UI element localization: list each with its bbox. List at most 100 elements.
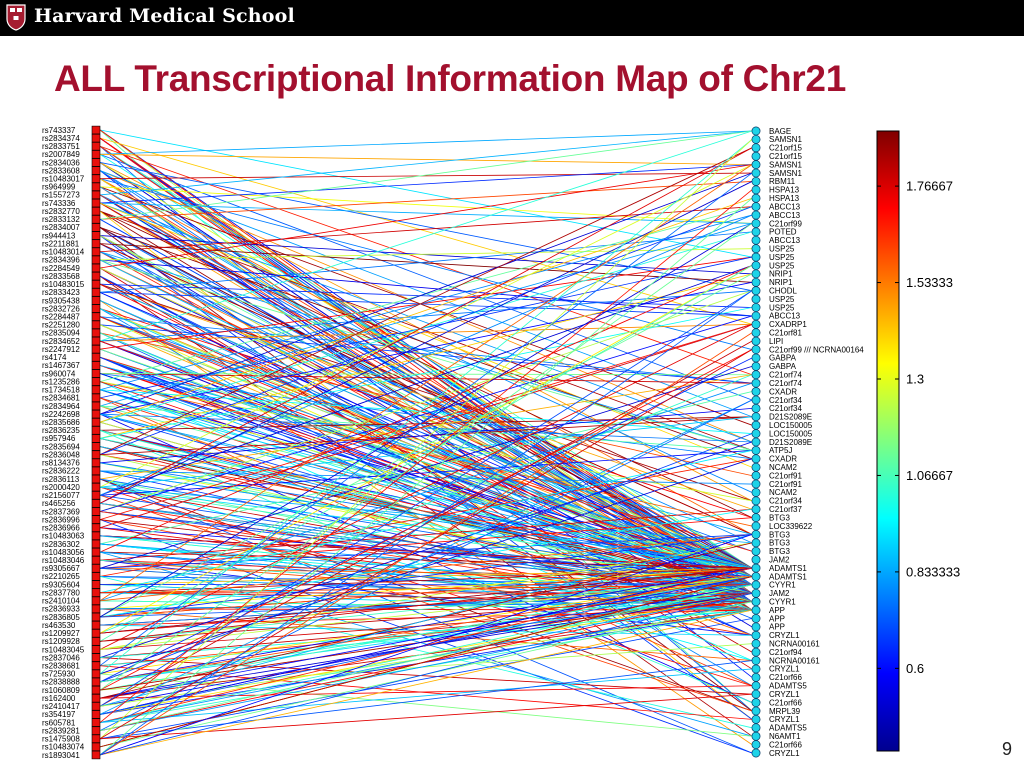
snp-label: rs2835694 (42, 442, 80, 451)
link-line (99, 172, 753, 667)
snp-label: rs9305604 (42, 580, 80, 589)
snp-marker (91, 271, 101, 281)
snp-label: rs2836048 (42, 450, 80, 459)
snp-marker (91, 174, 101, 183)
gene-marker (751, 303, 761, 312)
snp-label: rs1209927 (42, 629, 80, 638)
gene-label: C21orf66 (769, 740, 802, 749)
snp-label: rs10483063 (42, 532, 85, 541)
link-line (99, 601, 753, 732)
gene-label: ADAMTS5 (769, 724, 807, 733)
snp-label: rs9305438 (42, 296, 80, 305)
snp-label: rs2833608 (42, 166, 80, 175)
snp-label: rs957946 (42, 434, 76, 443)
link-line (99, 389, 753, 435)
snp-marker (91, 653, 101, 662)
link-line (99, 265, 753, 553)
link-line (99, 413, 753, 703)
gene-label-list: BAGESAMSN1C21orf15C21orf15SAMSN1SAMSN1RB… (769, 127, 864, 758)
link-line (99, 202, 753, 224)
gene-marker (751, 185, 761, 195)
snp-marker (91, 215, 101, 224)
snp-marker (91, 685, 101, 695)
snp-marker (91, 288, 101, 297)
gene-label: ADAMTS1 (769, 564, 807, 573)
snp-marker (91, 507, 101, 516)
link-line (99, 458, 753, 675)
snp-label: rs2836805 (42, 613, 80, 622)
snp-label: rs2833568 (42, 272, 80, 281)
gene-marker (751, 521, 761, 531)
snp-marker (91, 304, 101, 313)
snp-marker (91, 247, 101, 256)
link-line (99, 567, 753, 715)
gene-marker (751, 496, 761, 506)
snp-label: rs354197 (42, 710, 76, 719)
gene-marker (751, 672, 761, 682)
snp-marker (91, 426, 101, 435)
snp-label: rs1734518 (42, 386, 80, 395)
snp-label: rs2007849 (42, 150, 80, 159)
gene-label: BTG3 (769, 547, 790, 556)
link-line (99, 508, 753, 618)
snp-label: rs10483074 (42, 743, 85, 752)
link-line (99, 223, 753, 691)
gene-marker (751, 740, 761, 750)
gene-marker (751, 151, 761, 161)
gene-marker (751, 168, 761, 178)
snp-marker (91, 604, 101, 614)
gene-label: D21S2089E (769, 413, 812, 422)
gene-label: JAM2 (769, 589, 790, 598)
link-line (99, 340, 753, 577)
snp-label: rs2832770 (42, 207, 80, 216)
gene-marker (751, 622, 761, 632)
link-line (99, 243, 753, 283)
link-line (99, 413, 753, 569)
link-line (99, 486, 753, 569)
snp-marker (91, 296, 101, 305)
link-line (99, 223, 753, 407)
link-line (99, 584, 753, 723)
snp-marker (91, 523, 101, 532)
gene-label: POTED (769, 228, 797, 237)
gene-marker (751, 639, 761, 649)
snp-marker (91, 612, 101, 622)
gene-label: NCRNA00161 (769, 640, 820, 649)
snp-label: rs2156077 (42, 491, 80, 500)
gene-label: NCAM2 (769, 488, 798, 497)
link-line (99, 172, 753, 415)
snp-label: rs2834652 (42, 337, 80, 346)
gene-label: ADAMTS5 (769, 682, 807, 691)
snp-marker (91, 344, 101, 354)
link-line (99, 186, 753, 224)
snp-label: rs1060809 (42, 686, 80, 695)
snp-marker (91, 547, 101, 557)
link-line (99, 458, 753, 577)
link-lines (99, 129, 753, 756)
link-line (99, 308, 753, 603)
link-line (99, 534, 753, 618)
gene-marker (751, 580, 761, 590)
gene-label: CYYR1 (769, 581, 796, 590)
gene-label: CXADR (769, 387, 797, 396)
link-line (99, 592, 753, 603)
gene-marker (751, 269, 761, 279)
snp-marker (91, 629, 101, 638)
snp-label: rs2834007 (42, 223, 80, 232)
gene-label: ATP5J (769, 446, 792, 455)
snp-marker (91, 442, 101, 451)
gene-label: GABPA (769, 362, 797, 371)
link-line (99, 147, 753, 504)
snp-label: rs2836996 (42, 515, 80, 524)
gene-marker (751, 252, 761, 262)
gene-label: CYYR1 (769, 598, 796, 607)
link-line (99, 567, 753, 683)
gene-marker (751, 420, 761, 430)
snp-label: rs964999 (42, 183, 76, 192)
link-line (99, 416, 753, 488)
link-line (99, 189, 753, 723)
link-line (99, 486, 753, 687)
snp-label: rs1893041 (42, 751, 80, 760)
link-line (99, 364, 753, 569)
gene-label: CRYZL1 (769, 665, 800, 674)
